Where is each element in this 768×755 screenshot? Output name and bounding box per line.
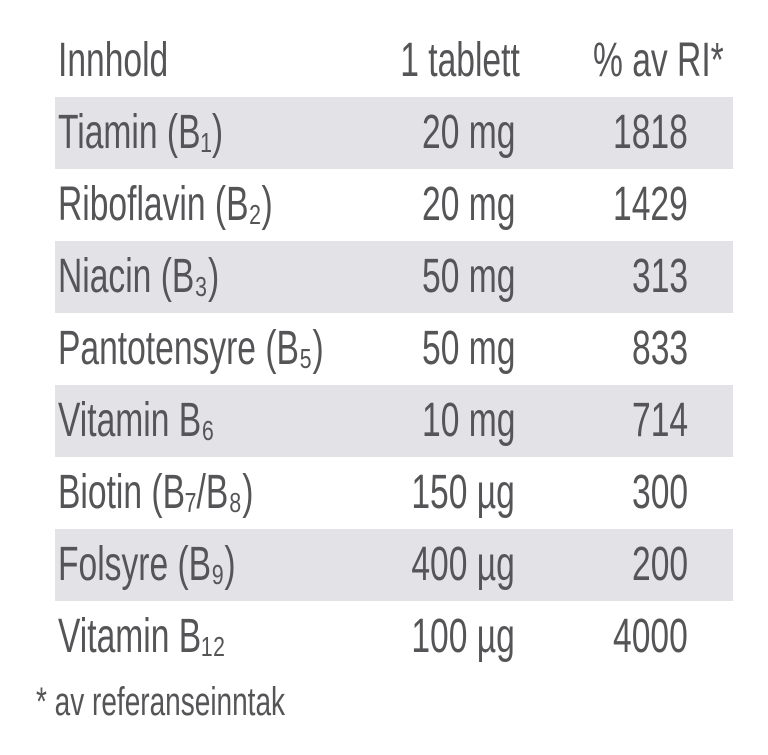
table-cell: Folsyre (B₉): [58, 538, 236, 591]
table-cell: 200: [631, 538, 688, 591]
header-cell: % av RI*: [593, 34, 724, 87]
table-cell: Riboflavin (B₂): [58, 178, 273, 231]
table-cell: Biotin (B₇/B₈): [58, 466, 254, 519]
table-cell: Tiamin (B₁): [58, 106, 224, 159]
table-cell: 833: [631, 322, 688, 375]
table-cell: 400 µg: [411, 538, 515, 591]
table-cell: 10 mg: [421, 394, 515, 447]
table-cell: 150 µg: [411, 466, 515, 519]
footnote: * av referanseinntak: [36, 680, 286, 724]
table-cell: Vitamin B₆: [58, 394, 215, 447]
table-cell: 714: [631, 394, 688, 447]
table-cell: 313: [631, 250, 688, 303]
table-cell: 50 mg: [421, 322, 515, 375]
table-cell: Niacin (B₃): [58, 250, 220, 303]
table-cell: 1818: [613, 106, 688, 159]
table-cell: 100 µg: [411, 610, 515, 663]
table-cell: 20 mg: [421, 178, 515, 231]
table-cell: 4000: [613, 610, 688, 663]
table-cell: Vitamin B₁₂: [58, 610, 226, 663]
table-cell: 300: [631, 466, 688, 519]
header-cell: 1 tablett: [400, 34, 520, 87]
table-cell: 50 mg: [421, 250, 515, 303]
row-stripe: [55, 97, 733, 169]
table-cell: Pantotensyre (B₅): [58, 322, 324, 375]
row-stripe: [55, 241, 733, 313]
row-stripe: [55, 385, 733, 457]
table-cell: 1429: [613, 178, 688, 231]
row-stripe: [55, 529, 733, 601]
header-cell: Innhold: [58, 34, 169, 87]
table-cell: 20 mg: [421, 106, 515, 159]
